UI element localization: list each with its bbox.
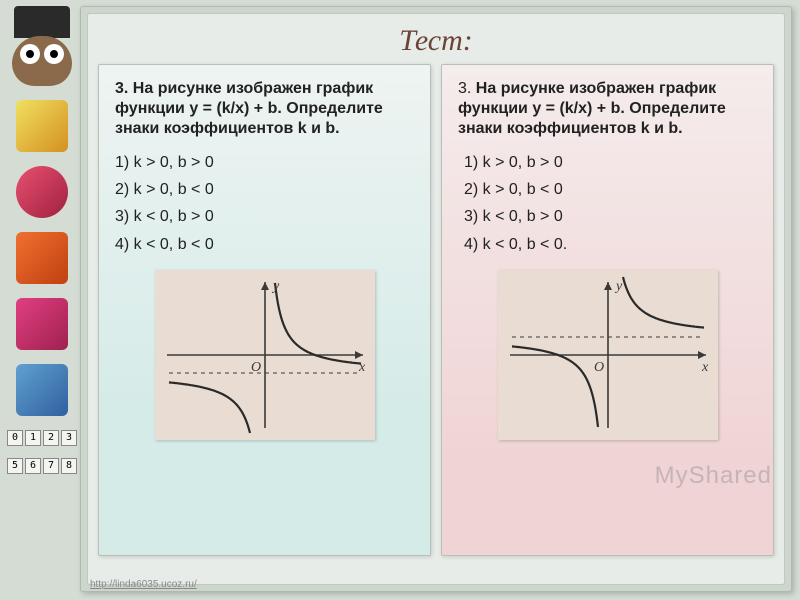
hyperbola-left-svg: Ox y (155, 270, 375, 440)
option-1: 1) k > 0, b > 0 (115, 149, 414, 176)
footer-source-link: http://linda6035.ucoz.ru/ (90, 579, 197, 590)
question-number: 3. (458, 80, 471, 97)
question-number: 3. (115, 80, 128, 97)
options-list-left: 1) k > 0, b > 0 2) k > 0, b < 0 3) k < 0… (115, 149, 414, 258)
svg-text:y: y (614, 279, 623, 294)
option-3: 3) k < 0, b > 0 (115, 203, 414, 230)
decor-shape-icon (16, 298, 68, 350)
question-body: На рисунке изображен график функции у = … (458, 80, 726, 137)
question-text-left: 3. На рисунке изображен график функции у… (115, 79, 414, 139)
option-1: 1) k > 0, b > 0 (464, 149, 757, 176)
option-2: 2) k > 0, b < 0 (464, 176, 757, 203)
question-card-right: 3. На рисунке изображен график функции у… (441, 64, 774, 556)
svg-text:O: O (251, 360, 261, 375)
svg-text:O: O (594, 360, 604, 375)
graph-left: Ox y (155, 270, 375, 440)
decor-block-icon (16, 364, 68, 416)
option-3: 3) k < 0, b > 0 (464, 203, 757, 230)
slide-title: Тест: (88, 14, 784, 64)
slide-inner-frame: Тест: 3. На рисунке изображен график фун… (87, 13, 785, 585)
slide-outer-frame: Тест: 3. На рисунке изображен график фун… (80, 6, 792, 592)
question-card-left: 3. На рисунке изображен график функции у… (98, 64, 431, 556)
option-4: 4) k < 0, b < 0. (464, 231, 757, 258)
decor-globe-icon (16, 166, 68, 218)
option-2: 2) k > 0, b < 0 (115, 176, 414, 203)
svg-text:x: x (701, 360, 709, 375)
question-body: На рисунке изображен график функции у = … (115, 80, 383, 137)
decor-bag-icon (16, 232, 68, 284)
options-list-right: 1) k > 0, b > 0 2) k > 0, b < 0 3) k < 0… (458, 149, 757, 258)
owl-icon (4, 6, 80, 86)
svg-text:x: x (358, 360, 366, 375)
hyperbola-right-svg: Ox y (498, 270, 718, 440)
columns-container: 3. На рисунке изображен график функции у… (88, 64, 784, 566)
decor-book-icon (16, 100, 68, 152)
svg-text:y: y (271, 279, 280, 294)
option-4: 4) k < 0, b < 0 (115, 231, 414, 258)
decorative-sidebar: 0123 5678 (4, 4, 80, 596)
question-text-right: 3. На рисунке изображен график функции у… (458, 79, 757, 139)
graph-right: Ox y (498, 270, 718, 440)
calculator-icon: 0123 5678 (4, 430, 80, 474)
